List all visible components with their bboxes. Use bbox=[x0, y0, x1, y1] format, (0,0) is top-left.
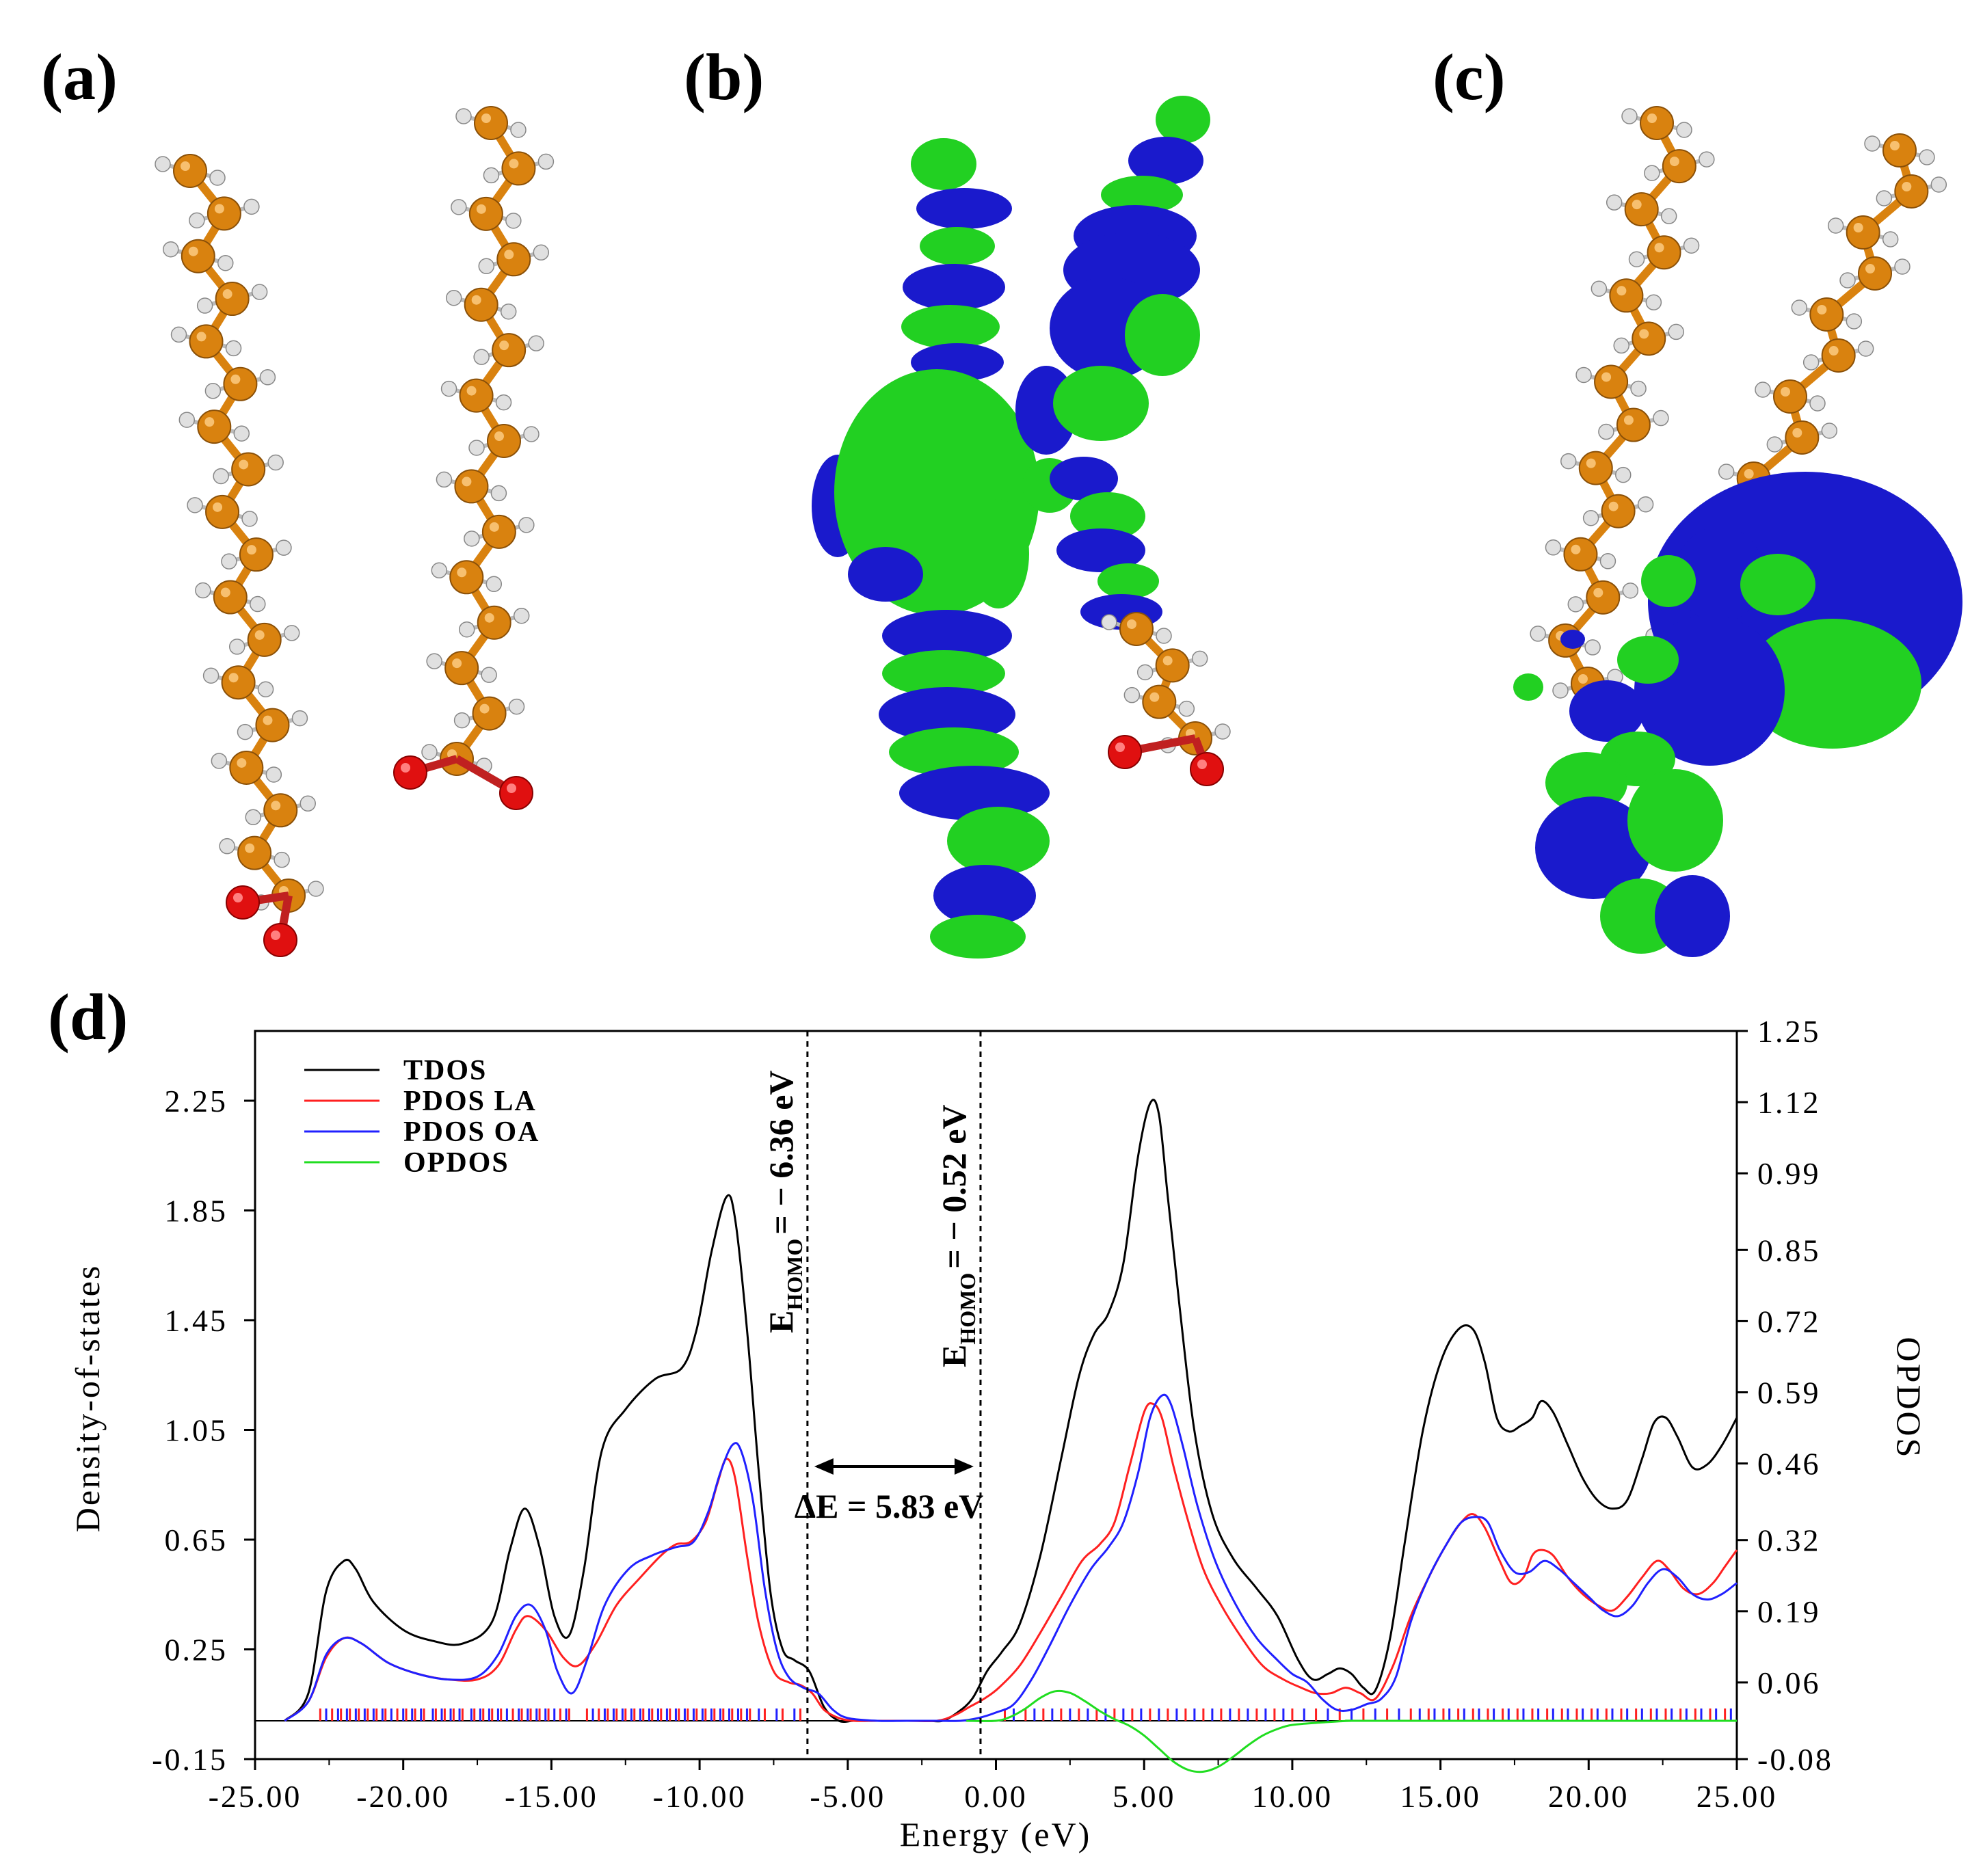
gap-arrow bbox=[814, 1458, 974, 1475]
y2-tick-label: 0.99 bbox=[1757, 1156, 1821, 1191]
y-axis-ticks: -0.15 0.25 0.65 1.05 1.45 1.85 2.25 bbox=[152, 1084, 255, 1777]
x-tick-label: -10.00 bbox=[653, 1779, 747, 1814]
y2-axis-title: OPDOS bbox=[1890, 1337, 1928, 1460]
panel-label-d: (d) bbox=[48, 980, 128, 1054]
y2-tick-label: 0.72 bbox=[1757, 1304, 1821, 1339]
legend-label: OPDOS bbox=[403, 1147, 509, 1179]
y-tick-label: 1.45 bbox=[165, 1303, 228, 1338]
molecule-structure-c bbox=[1530, 106, 1947, 701]
homo-lobe-chain-right bbox=[1015, 96, 1210, 630]
y2-tick-label: 1.25 bbox=[1757, 1014, 1821, 1049]
series-line-opdos bbox=[966, 1689, 1737, 1773]
homo-marker-label: EHOMO= − 0.52 eV bbox=[935, 1104, 980, 1367]
y-tick-label: 0.25 bbox=[165, 1633, 228, 1667]
y2-axis-ticks: -0.08 0.06 0.19 0.32 0.46 0.59 0.72 0.85 0.99 1.1… bbox=[1737, 1014, 1833, 1777]
y2-tick-label: 1.12 bbox=[1757, 1085, 1821, 1120]
x-tick-label: 20.00 bbox=[1548, 1779, 1629, 1814]
y-tick-label: 2.25 bbox=[165, 1084, 228, 1118]
x-tick-label: 0.00 bbox=[964, 1779, 1028, 1814]
y-tick-label: 0.65 bbox=[165, 1523, 228, 1557]
y2-tick-label: -0.08 bbox=[1757, 1742, 1833, 1777]
y-tick-label: 1.85 bbox=[165, 1194, 228, 1229]
legend-label: PDOS LA bbox=[403, 1086, 537, 1117]
svg-text:EHOMO= − 0.52 eV: EHOMO= − 0.52 eV bbox=[935, 1104, 980, 1367]
panel-label-a: (a) bbox=[41, 40, 118, 113]
series-line-pdos-oa bbox=[284, 1393, 1738, 1722]
legend-label: TDOS bbox=[403, 1055, 487, 1086]
x-axis-ticks: -25.00 -20.00 -15.00 -10.00 -5.00 0.00 5.00 10.… bbox=[209, 1759, 1778, 1814]
y2-tick-label: 0.46 bbox=[1757, 1447, 1821, 1482]
legend-label: PDOS OA bbox=[403, 1116, 540, 1148]
homo-marker-label: EHOMO= − 6.36 eV bbox=[762, 1070, 807, 1333]
x-tick-label: 10.00 bbox=[1252, 1779, 1333, 1814]
x-tick-label: -15.00 bbox=[505, 1779, 598, 1814]
series-line-pdos-la bbox=[284, 1402, 1738, 1723]
y2-tick-label: 0.85 bbox=[1757, 1233, 1821, 1268]
y-tick-label: -0.15 bbox=[152, 1742, 228, 1777]
molecule-tail-b bbox=[1101, 612, 1231, 786]
y2-tick-label: 0.19 bbox=[1757, 1594, 1821, 1629]
y2-tick-label: 0.59 bbox=[1757, 1375, 1821, 1410]
x-axis-title: Energy (eV) bbox=[900, 1815, 1092, 1853]
x-tick-label: 5.00 bbox=[1113, 1779, 1176, 1814]
y-tick-label: 1.05 bbox=[165, 1413, 228, 1448]
x-tick-label: -5.00 bbox=[810, 1779, 886, 1814]
homo-lobe-chain-left bbox=[812, 138, 1050, 959]
dos-series-lines bbox=[284, 1099, 1738, 1773]
panel-label-c: (c) bbox=[1433, 40, 1506, 113]
homo-markers: EHOMO= − 6.36 eV EHOMO= − 0.52 eV bbox=[762, 1031, 982, 1759]
y2-tick-label: 0.06 bbox=[1757, 1665, 1821, 1700]
x-tick-label: 25.00 bbox=[1696, 1779, 1778, 1814]
gap-label: ΔE = 5.83 eV bbox=[795, 1487, 984, 1525]
x-tick-label: 15.00 bbox=[1400, 1779, 1481, 1814]
orbital-isosurface-c bbox=[1513, 472, 1962, 957]
state-rug-marks bbox=[319, 1708, 1732, 1721]
dos-chart: -25.00 -20.00 -15.00 -10.00 -5.00 0.00 5.00 10.… bbox=[68, 1014, 1928, 1853]
orbital-isosurface-b bbox=[812, 96, 1210, 959]
series-line-tdos bbox=[284, 1099, 1738, 1723]
x-tick-label: -20.00 bbox=[356, 1779, 450, 1814]
panel-label-b: (b) bbox=[684, 40, 764, 113]
molecule-structure-a bbox=[155, 106, 555, 957]
y2-tick-label: 0.32 bbox=[1757, 1523, 1821, 1558]
svg-text:EHOMO= − 6.36 eV: EHOMO= − 6.36 eV bbox=[762, 1070, 807, 1333]
x-tick-label: -25.00 bbox=[209, 1779, 302, 1814]
y-axis-title: Density-of-states bbox=[68, 1264, 107, 1533]
